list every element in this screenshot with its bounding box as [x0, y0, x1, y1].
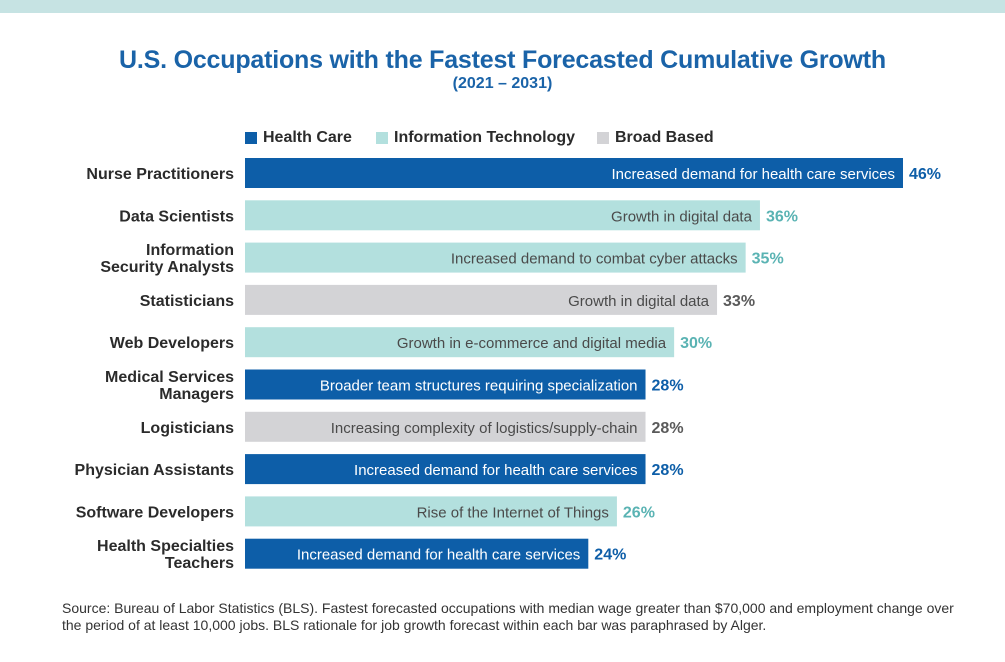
- value-label: 35%: [752, 251, 784, 268]
- category-label: Nurse Practitioners: [86, 166, 234, 183]
- bar-description: Broader team structures requiring specia…: [320, 378, 638, 395]
- bar-description: Increased demand for health care service…: [612, 166, 895, 183]
- bar: [245, 242, 746, 273]
- legend-item-broad-based: Broad Based: [597, 129, 714, 147]
- bar-description: Increasing complexity of logistics/suppl…: [331, 420, 638, 437]
- bar: [245, 158, 903, 188]
- value-label: 46%: [909, 166, 941, 183]
- value-label: 28%: [652, 462, 684, 479]
- category-label: Logisticians: [141, 420, 234, 437]
- category-label: Information Security Analysts: [100, 242, 234, 276]
- value-label: 28%: [652, 378, 684, 395]
- value-label: 26%: [623, 504, 655, 521]
- bar-description: Growth in digital data: [611, 208, 753, 225]
- legend-item-health-care: Health Care: [245, 129, 352, 147]
- bar-description: Rise of the Internet of Things: [417, 504, 609, 521]
- chart-subtitle: (2021 – 2031): [452, 75, 553, 92]
- legend-swatch-information-technology: [376, 132, 388, 144]
- category-label: Health Specialties Teachers: [97, 538, 234, 572]
- legend-swatch-broad-based: [597, 132, 609, 144]
- category-label: Statisticians: [140, 293, 234, 310]
- category-label: Software Developers: [76, 504, 234, 521]
- bar: [245, 454, 646, 485]
- bar: [245, 327, 675, 358]
- chart-legend: Health Care Information Technology Broad…: [0, 129, 1005, 149]
- bar: [245, 369, 646, 400]
- bar-description: Increased demand for health care service…: [297, 547, 580, 564]
- bar: [245, 496, 617, 527]
- bar: [245, 411, 646, 442]
- value-label: 33%: [723, 293, 755, 310]
- legend-label-broad-based: Broad Based: [615, 129, 714, 146]
- value-label: 36%: [766, 208, 798, 225]
- value-label: 24%: [594, 547, 626, 564]
- legend-label-health-care: Health Care: [263, 129, 352, 146]
- bar-description: Increased demand to combat cyber attacks: [451, 251, 738, 268]
- category-label: Physician Assistants: [75, 462, 235, 479]
- legend-item-information-technology: Information Technology: [376, 129, 575, 147]
- legend-label-information-technology: Information Technology: [394, 129, 576, 146]
- category-label: Web Developers: [110, 335, 234, 352]
- value-label: 28%: [652, 420, 684, 437]
- category-label: Medical Services Managers: [105, 369, 234, 403]
- source-note: Source: Bureau of Labor Statistics (BLS)…: [62, 600, 954, 633]
- bar-description: Increased demand for health care service…: [354, 462, 637, 479]
- bar: [245, 200, 760, 231]
- bar: [245, 284, 718, 315]
- value-label: 30%: [680, 335, 712, 352]
- legend-swatch-health-care: [245, 132, 257, 144]
- top-accent-strip: [0, 0, 1005, 13]
- bar-description: Growth in digital data: [568, 293, 710, 310]
- bar-description: Growth in e-commerce and digital media: [397, 335, 667, 352]
- chart-title: U.S. Occupations with the Fastest Foreca…: [119, 46, 886, 74]
- bar: [245, 538, 589, 569]
- category-label: Data Scientists: [119, 208, 234, 225]
